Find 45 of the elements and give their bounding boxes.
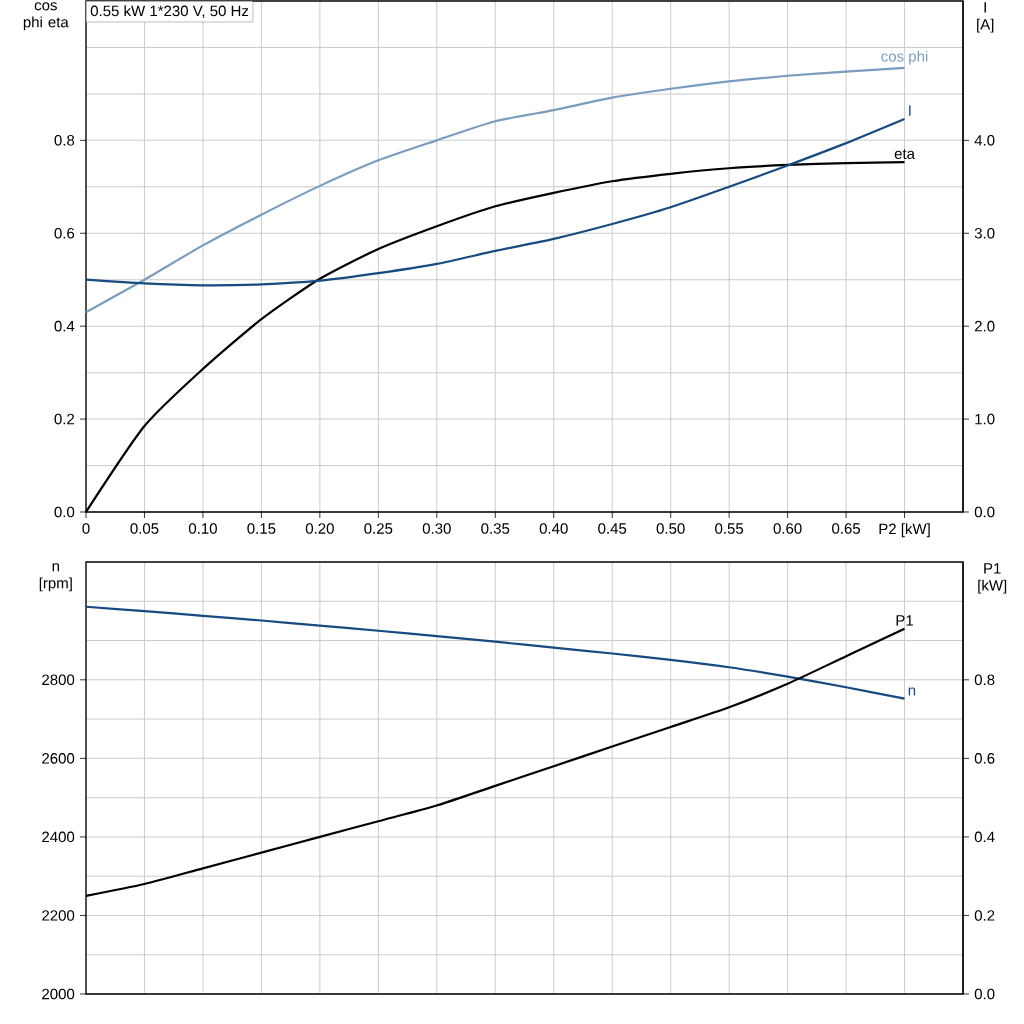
series-label: I	[909, 105, 911, 116]
x-tick-label: 0.20	[305, 523, 334, 534]
y2-tick-label: 0.4	[974, 831, 995, 843]
y2-tick-label: 4.0	[974, 135, 995, 146]
x-tick-label: 0.25	[364, 523, 393, 534]
x-tick-label: 0.60	[773, 523, 802, 534]
y-tick-label: 0.6	[54, 227, 75, 239]
y2-tick-label: 3.0	[974, 227, 995, 239]
y-tick-label: 2400	[42, 831, 75, 843]
x-tick-label: 0.65	[832, 523, 861, 534]
series-label: n	[908, 687, 916, 696]
y-tick-label: 2600	[42, 753, 75, 764]
y2-axis-title: I [A]	[977, 2, 994, 33]
series-label: cos phi	[881, 50, 928, 65]
y-tick-label: 0.2	[54, 413, 75, 425]
y2-tick-label: 0.8	[974, 674, 995, 686]
series-label: P1	[896, 615, 913, 626]
y2-tick-label: 0.2	[974, 910, 995, 921]
y2-tick-label: 0.6	[974, 753, 995, 764]
y-tick-label: 2000	[42, 988, 75, 1000]
y-axis-title: cos phi eta	[23, 2, 69, 31]
y-tick-label: 0.0	[54, 506, 75, 518]
y2-tick-label: 2.0	[974, 320, 995, 332]
chart-title: 0.55 kW 1*230 V, 50 Hz	[90, 5, 249, 18]
x-tick-label: 0.40	[539, 523, 568, 534]
x-tick-label: 0	[82, 523, 90, 534]
y-tick-label: 0.8	[54, 135, 75, 146]
x-tick-label: 0.10	[188, 523, 217, 534]
x-tick-label: 0.15	[247, 523, 276, 534]
y2-tick-label: 1.0	[975, 413, 995, 425]
x-tick-label: 0.30	[422, 523, 451, 534]
x-tick-label: 0.45	[598, 523, 627, 534]
y-tick-label: 2200	[42, 910, 75, 921]
y-axis-title: n [rpm]	[39, 563, 72, 592]
x-tick-label: 0.50	[656, 523, 685, 534]
x-tick-label: 0.55	[715, 523, 744, 534]
x-tick-label: 0.05	[130, 523, 159, 534]
y2-axis-title: P1 [kW]	[978, 563, 1007, 594]
y-tick-label: 2800	[42, 674, 75, 686]
y2-tick-label: 0.0	[974, 988, 995, 1000]
x-tick-label: P2 [kW]	[879, 523, 930, 538]
series-label: eta	[894, 149, 915, 159]
y-tick-label: 0.4	[54, 320, 75, 332]
x-tick-label: 0.35	[481, 523, 510, 534]
y2-tick-label: 0.0	[974, 506, 995, 518]
